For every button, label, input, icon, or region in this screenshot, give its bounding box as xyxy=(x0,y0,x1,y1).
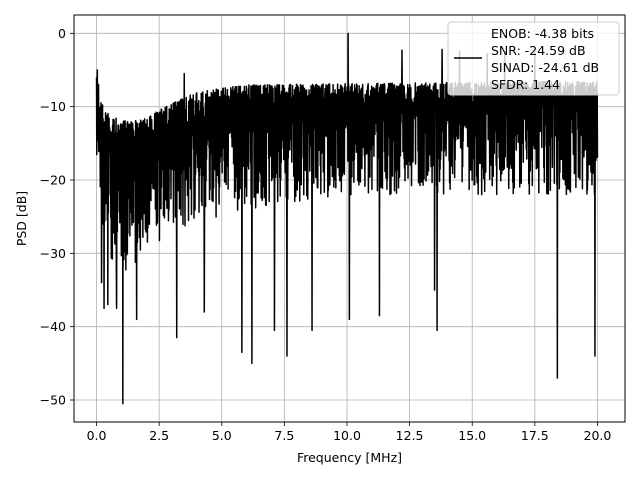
x-tick-label: 17.5 xyxy=(521,428,549,443)
legend-line-sfdr: SFDR: 1.44 xyxy=(491,77,560,92)
x-tick-label: 10.0 xyxy=(333,428,361,443)
y-tick-label: −50 xyxy=(40,393,66,408)
ticks: 0.0 2.5 5.0 7.5 10.0 12.5 15.0 17.5 20.0 0 −10 −20 −… xyxy=(40,26,612,443)
y-tick-label: −40 xyxy=(40,319,66,334)
x-tick-label: 12.5 xyxy=(396,428,424,443)
y-tick-label: 0 xyxy=(58,26,66,41)
legend-box xyxy=(447,21,620,96)
y-axis-label: PSD [dB] xyxy=(14,191,29,246)
x-tick-label: 15.0 xyxy=(458,428,486,443)
y-tick-label: −20 xyxy=(40,173,66,188)
legend: ENOB: -4.38 bits SNR: -24.59 dB SINAD: -… xyxy=(447,21,620,96)
y-tick-label: −30 xyxy=(40,246,66,261)
plot-frame xyxy=(73,14,626,423)
x-tick-label: 7.5 xyxy=(274,428,294,443)
legend-line-snr: SNR: -24.59 dB xyxy=(491,43,586,58)
x-tick-label: 0.0 xyxy=(87,428,107,443)
x-axis-label: Frequency [MHz] xyxy=(297,450,402,465)
x-tick-label: 20.0 xyxy=(584,428,612,443)
legend-line-sinad: SINAD: -24.61 dB xyxy=(491,60,599,75)
x-tick-label: 5.0 xyxy=(212,428,232,443)
x-tick-label: 2.5 xyxy=(149,428,169,443)
y-tick-label: −10 xyxy=(40,99,66,114)
legend-line-enob: ENOB: -4.38 bits xyxy=(491,26,594,41)
